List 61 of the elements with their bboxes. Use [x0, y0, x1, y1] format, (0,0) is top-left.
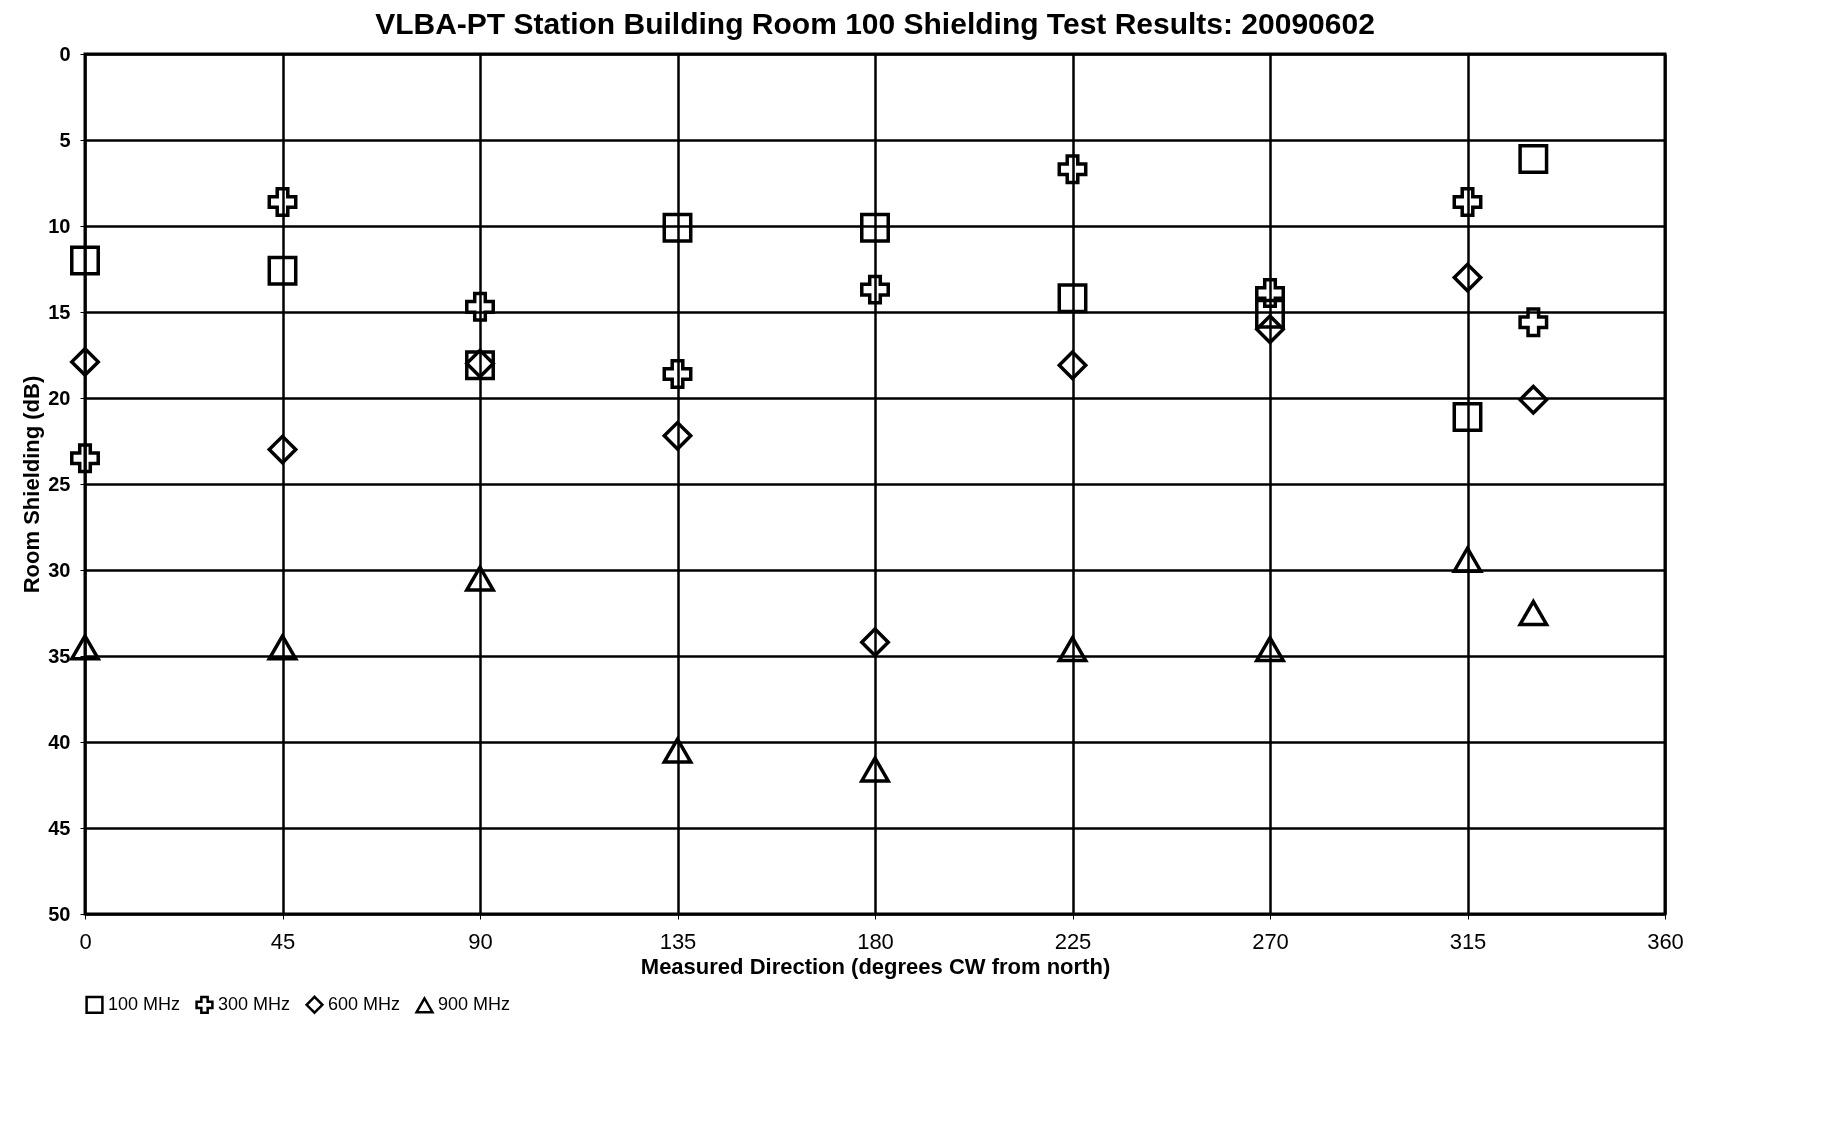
- x-tick-label: 0: [79, 928, 92, 954]
- y-tick-label: 0: [59, 42, 71, 65]
- y-tick-label: 15: [48, 300, 71, 323]
- point: [70, 443, 100, 474]
- point: [1452, 401, 1483, 432]
- x-tick-label: 135: [659, 928, 697, 954]
- point: [267, 434, 298, 465]
- point: [70, 634, 100, 661]
- y-tick-label: 25: [48, 472, 71, 495]
- point: [1518, 384, 1549, 415]
- point: [267, 634, 298, 661]
- y-tick-label: 50: [48, 902, 71, 925]
- point: [1255, 635, 1285, 663]
- x-tick-label: 315: [1449, 928, 1487, 954]
- point: [1255, 278, 1285, 309]
- legend-label: 600 MHz: [328, 993, 401, 1014]
- x-axis-title: Measured Direction (degrees CW from north): [640, 953, 1111, 979]
- point: [860, 756, 890, 783]
- point: [860, 274, 890, 305]
- point: [1057, 283, 1088, 314]
- point: [1452, 546, 1483, 573]
- x-tick-label: 45: [270, 928, 296, 954]
- point: [860, 212, 890, 243]
- x-tick-label: 90: [468, 928, 493, 954]
- legend-label: 900 MHz: [438, 994, 511, 1015]
- point: [70, 346, 100, 377]
- point: [1518, 599, 1549, 627]
- x-tick-label: 180: [857, 928, 894, 954]
- point: [1518, 307, 1549, 338]
- point: [1057, 635, 1088, 663]
- y-tick-label: 5: [59, 128, 71, 151]
- legend-label: 300 MHz: [218, 993, 291, 1014]
- point: [465, 565, 495, 592]
- chart-title: VLBA-PT Station Building Room 100 Shielding Test Results: 20090602: [375, 7, 1375, 40]
- y-tick-label: 40: [48, 730, 71, 753]
- point: [1255, 298, 1285, 329]
- point: [662, 358, 693, 389]
- point: [267, 255, 298, 286]
- point: [1452, 262, 1483, 293]
- point: [267, 186, 298, 217]
- point: [70, 245, 100, 276]
- x-tick-label: 360: [1647, 928, 1684, 954]
- y-tick-label: 30: [48, 558, 71, 581]
- x-tick-label: 225: [1054, 928, 1092, 954]
- point: [662, 212, 693, 243]
- y-tick-label: 20: [48, 386, 71, 409]
- y-tick-label: 35: [48, 644, 71, 667]
- y-tick-label: 10: [48, 214, 71, 237]
- legend-label: 100 MHz: [108, 993, 181, 1014]
- point: [1255, 314, 1285, 345]
- y-tick-label: 45: [48, 816, 71, 839]
- x-tick-label: 270: [1252, 928, 1289, 954]
- y-axis-title: Room Shielding (dB): [19, 375, 45, 594]
- point: [860, 627, 890, 658]
- point: [662, 420, 693, 451]
- point: [1518, 143, 1549, 174]
- point: [1057, 350, 1088, 381]
- point: [1452, 186, 1483, 217]
- point: [1057, 154, 1088, 185]
- point: [465, 291, 495, 322]
- point: [662, 737, 693, 764]
